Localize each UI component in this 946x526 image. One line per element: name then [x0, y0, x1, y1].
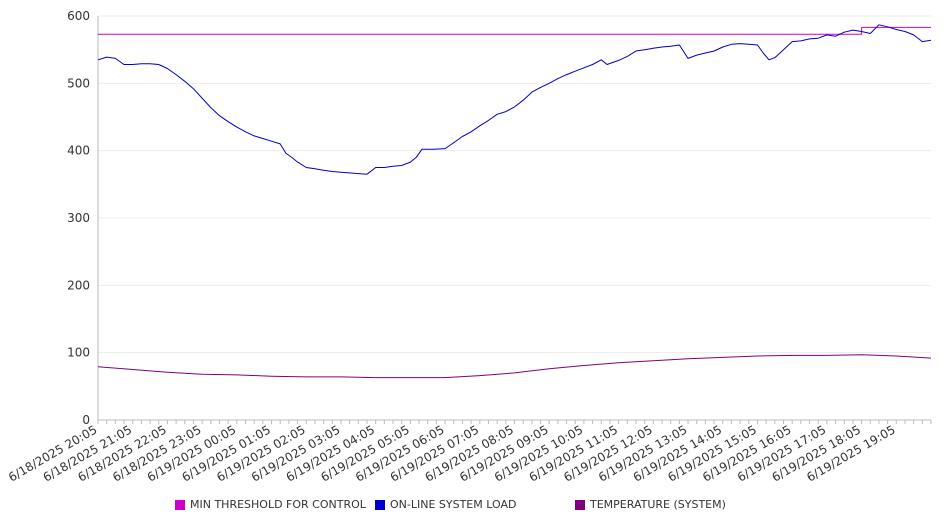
y-tick-label: 200 — [67, 278, 90, 292]
y-tick-label: 300 — [67, 211, 90, 225]
series-line-min-threshold — [98, 26, 931, 35]
series-lines — [97, 24, 932, 379]
legend-item-system-load: ON-LINE SYSTEM LOAD — [375, 498, 516, 511]
legend-label-system-load: ON-LINE SYSTEM LOAD — [390, 498, 517, 511]
y-tick-label: 500 — [67, 76, 90, 90]
legend-label-temperature: TEMPERATURE (SYSTEM) — [590, 498, 726, 511]
legend-item-min-threshold: MIN THRESHOLD FOR CONTROL — [175, 498, 366, 511]
legend-swatch-temperature — [575, 499, 585, 510]
grid-lines — [98, 15, 931, 354]
y-tick-label: 400 — [67, 144, 90, 158]
legend-swatch-system-load — [375, 499, 385, 510]
y-tick-label: 0 — [82, 413, 90, 427]
x-axis-ticks: 6/18/2025 20:056/18/2025 21:056/18/2025 … — [6, 420, 932, 485]
y-tick-label: 600 — [67, 9, 90, 23]
y-tick-label: 100 — [67, 346, 90, 360]
legend-item-temperature: TEMPERATURE (SYSTEM) — [575, 498, 726, 511]
series-line-temperature — [97, 354, 932, 379]
legend: MIN THRESHOLD FOR CONTROL ON-LINE SYSTEM… — [0, 498, 946, 516]
series-line-system-load — [97, 24, 932, 175]
y-axis-ticks: 0 100 200 300 400 500 600 — [67, 9, 90, 427]
legend-swatch-min-threshold — [175, 499, 185, 510]
legend-label-min-threshold: MIN THRESHOLD FOR CONTROL — [190, 498, 366, 511]
